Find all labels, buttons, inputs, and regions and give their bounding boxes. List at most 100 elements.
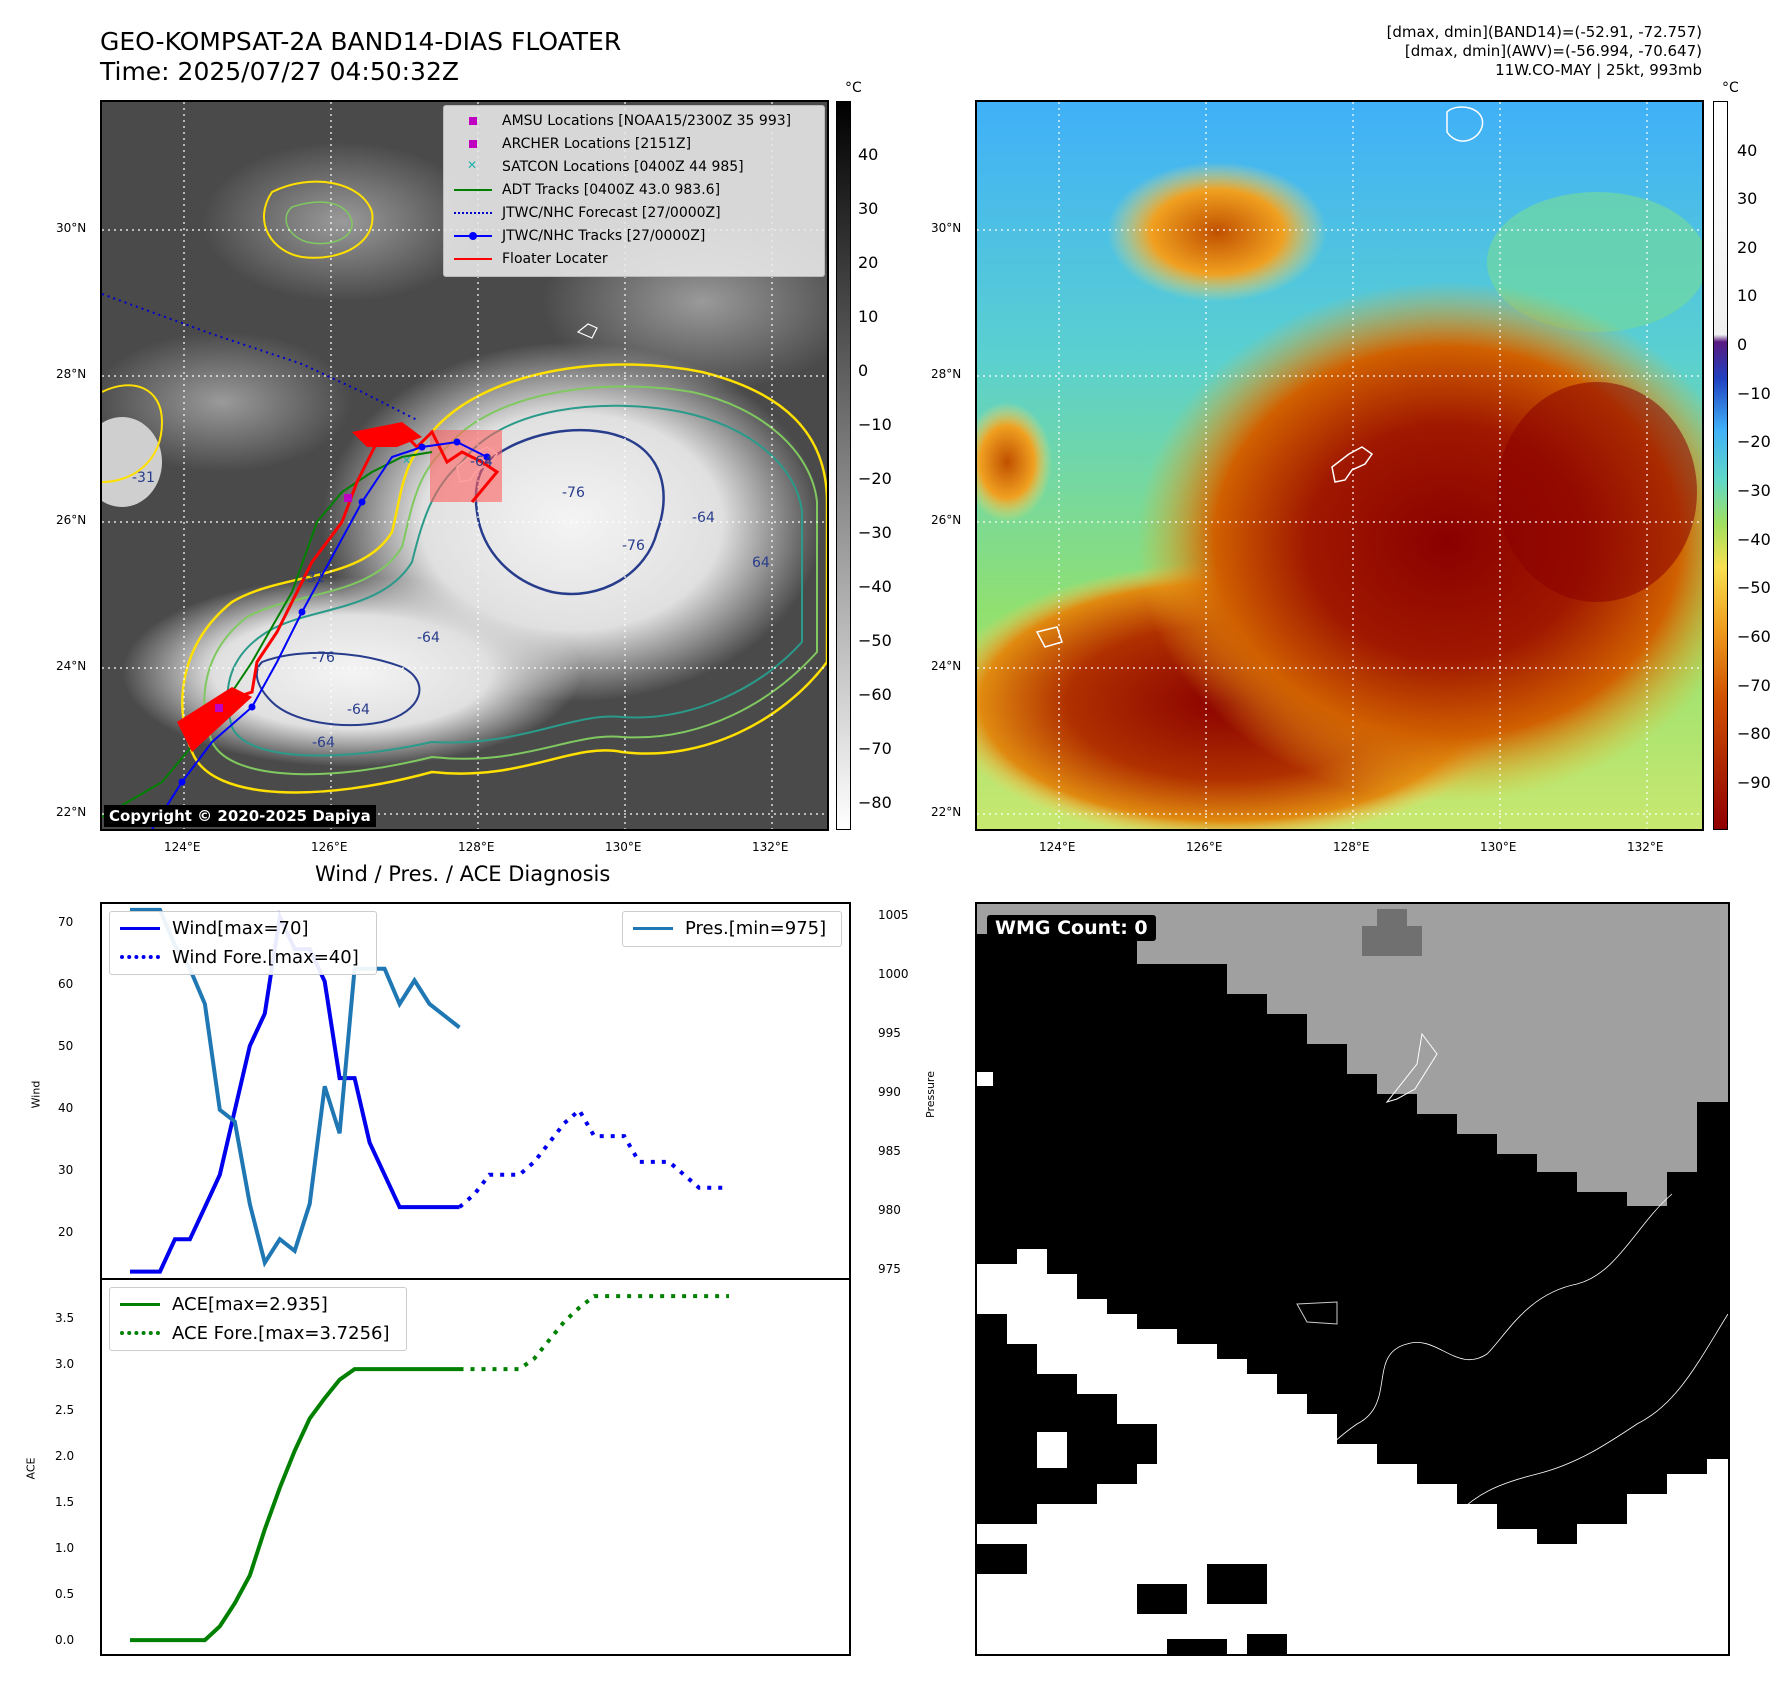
left-colorbar-unit: °C: [845, 80, 862, 96]
wmg-coastline: [1385, 1032, 1438, 1103]
legend-floater: Floater Locater: [452, 249, 608, 269]
awv-gridlines: [977, 102, 1702, 829]
wmg-cell-dark: [1137, 1584, 1187, 1614]
jtwc-forecast-line: [102, 293, 418, 421]
wind-tick: 30: [58, 1163, 74, 1177]
figure-time: Time: 2025/07/27 04:50:32Z: [100, 57, 459, 86]
wind-tick: 60: [58, 977, 74, 991]
ace-legend: ACE[max=2.935] ACE Fore.[max=3.7256]: [109, 1287, 407, 1351]
wmg-block: [1362, 926, 1422, 956]
left-colorbar: [836, 101, 851, 830]
dmax-band14: [dmax, dmin](BAND14)=(-52.91, -72.757): [1386, 23, 1702, 41]
awv-patch-north: [1107, 162, 1327, 302]
wmg-coastline: [1296, 1301, 1338, 1325]
ace-tick: 2.5: [55, 1403, 75, 1417]
lat-tick: 22°N: [931, 805, 962, 819]
lon-tick: 126°E: [311, 840, 348, 854]
contour-navy-core: [474, 428, 665, 596]
pressure-tick: 990: [878, 1085, 901, 1099]
ace-forecast-series-line: [459, 1294, 729, 1372]
lon-tick: 130°E: [605, 840, 642, 854]
colorbar-tick: 0: [858, 361, 869, 380]
ir-map-panel: ✕ -64 -76 -64 -76 -31 -76 -64 -64 -31 64…: [100, 100, 829, 831]
right-colorbar-unit: °C: [1722, 80, 1739, 96]
legend-wind: Wind[max=70]: [120, 914, 309, 942]
wmg-cell-dark: [1247, 1634, 1287, 1654]
lat-tick: 28°N: [56, 367, 87, 381]
wmg-grid: [977, 904, 1728, 1654]
legend-ace-fore: ACE Fore.[max=3.7256]: [120, 1319, 390, 1347]
lon-tick: 132°E: [1627, 840, 1664, 854]
wmg-coastline: [1456, 1313, 1728, 1515]
lon-tick: 126°E: [1186, 840, 1223, 854]
colorbar-tick: 10: [1737, 286, 1758, 305]
wmg-cell: [977, 1072, 993, 1086]
ace-tick: 0.0: [55, 1633, 75, 1647]
ace-tick: 1.5: [55, 1495, 75, 1509]
contour-label: -76: [562, 485, 585, 501]
ace-tick: 3.5: [55, 1311, 75, 1325]
contour-label: -64: [347, 702, 370, 718]
contour-west: [102, 384, 164, 483]
contour-north: [262, 180, 374, 259]
copyright-label: Copyright © 2020-2025 Dapiya: [104, 805, 376, 827]
wind-forecast-series-line: [458, 1107, 729, 1209]
ace-tick: 2.0: [55, 1449, 75, 1463]
colorbar-tick: −30: [1737, 481, 1771, 500]
awv-core-east: [1497, 382, 1697, 602]
colorbar-tick: −20: [1737, 432, 1771, 451]
wmg-panel: WMG Count: 0: [975, 902, 1730, 1656]
awv-map: [977, 102, 1702, 829]
wind-tick: 40: [58, 1101, 74, 1115]
colorbar-tick: −80: [858, 793, 892, 812]
colorbar-tick: 30: [1737, 189, 1758, 208]
pressure-tick: 1005: [878, 908, 909, 922]
colorbar-tick: −60: [858, 685, 892, 704]
satcon-marker: ✕: [402, 454, 411, 467]
colorbar-tick: 40: [858, 145, 879, 164]
diagnosis-title: Wind / Pres. / ACE Diagnosis: [315, 862, 611, 886]
wind-tick: 50: [58, 1039, 74, 1053]
colorbar-tick: −10: [1737, 384, 1771, 403]
ace-tick: 1.0: [55, 1541, 75, 1555]
wmg-block: [1377, 909, 1407, 929]
lon-tick: 132°E: [752, 840, 789, 854]
colorbar-tick: −70: [1737, 676, 1771, 695]
wind-axis-label: Wind: [29, 1080, 43, 1109]
contour-label: 64: [752, 555, 770, 571]
colorbar-tick: −80: [1737, 724, 1771, 743]
contour-label: -64: [417, 630, 440, 646]
cloud-north: [202, 142, 482, 302]
colorbar-tick: −40: [1737, 530, 1771, 549]
ace-axis-label: ACE: [24, 1457, 38, 1480]
colorbar-tick: −50: [858, 631, 892, 650]
awv-coastline-taiwan-islets: [1035, 626, 1063, 648]
floater-cluster-south: [177, 687, 252, 752]
wmg-cell-dark: [1167, 1639, 1227, 1654]
colorbar-tick: −50: [1737, 578, 1771, 597]
coastline-islet: [576, 323, 598, 339]
ace-plot: [130, 1294, 729, 1643]
lon-tick: 124°E: [164, 840, 201, 854]
lat-tick: 22°N: [56, 805, 87, 819]
legend-pressure: Pres.[min=975]: [633, 914, 826, 942]
lon-tick: 128°E: [1333, 840, 1370, 854]
ace-panel: ACE[max=2.935] ACE Fore.[max=3.7256]: [100, 1278, 851, 1656]
wmg-cell-dark: [1207, 1564, 1267, 1604]
contour-label: -76: [622, 538, 645, 554]
legend-satcon: ✕ SATCON Locations [0400Z 44 985]: [467, 158, 744, 175]
dmax-awv: [dmax, dmin](AWV)=(-56.994, -70.647): [1404, 42, 1702, 60]
legend-ace: ACE[max=2.935]: [120, 1290, 328, 1318]
colorbar-tick: 10: [858, 307, 879, 326]
contour-label: -76: [312, 650, 335, 666]
lat-tick: 24°N: [931, 659, 962, 673]
colorbar-tick: −90: [1737, 773, 1771, 792]
colorbar-tick: −30: [858, 523, 892, 542]
wmg-count-label: WMG Count: 0: [987, 915, 1156, 941]
contour-label: -31: [132, 470, 155, 486]
contour-navy-south: [255, 651, 421, 727]
wmg-cell: [1037, 1432, 1067, 1468]
ace-series-line: [130, 1367, 460, 1643]
contour-label: -64: [312, 735, 335, 751]
colorbar-tick: 30: [858, 199, 879, 218]
